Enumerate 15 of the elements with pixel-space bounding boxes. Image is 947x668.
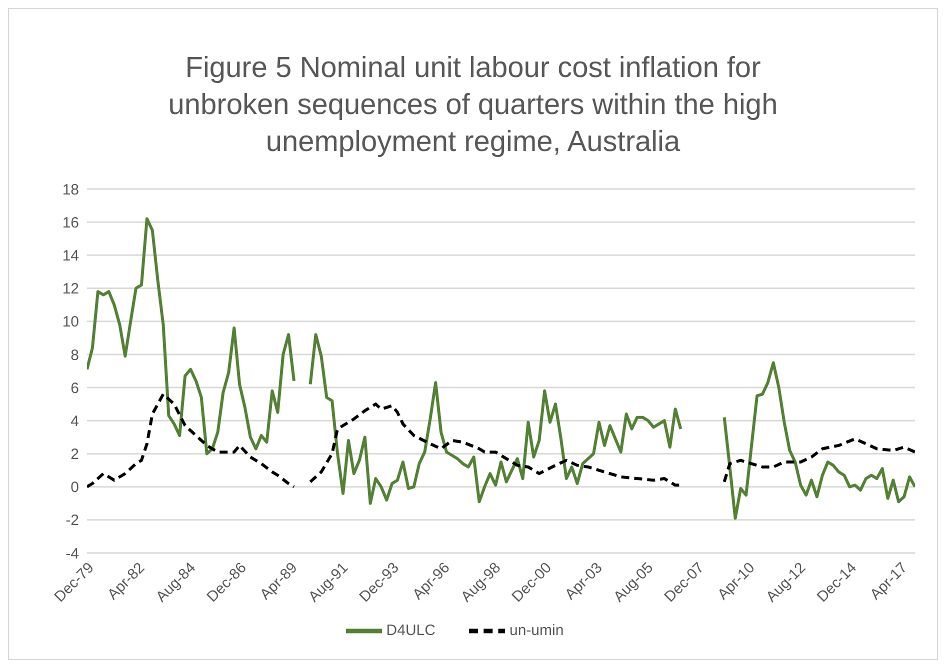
y-tick-label: 2 [70, 446, 79, 464]
y-tick-label: 0 [70, 479, 79, 496]
y-tick-label: 10 [62, 314, 79, 331]
y-tick-label: 14 [62, 248, 79, 265]
chart-title: Figure 5 Nominal unit labour cost inflation for unbroken sequences of quarters within the high unemployment regime, Australia [167, 51, 779, 160]
y-tick-label: -2 [66, 512, 79, 530]
y-tick-label: 12 [62, 280, 79, 298]
legend-label: un-umin [509, 622, 564, 639]
y-tick-label: 6 [70, 380, 79, 397]
y-tick-label: -4 [66, 545, 79, 562]
legend-label: D4ULC [386, 622, 436, 639]
y-tick-label: 16 [62, 214, 79, 232]
y-tick-label: 8 [70, 346, 79, 364]
y-tick-label: 18 [62, 181, 79, 198]
y-tick-label: 4 [70, 412, 79, 430]
